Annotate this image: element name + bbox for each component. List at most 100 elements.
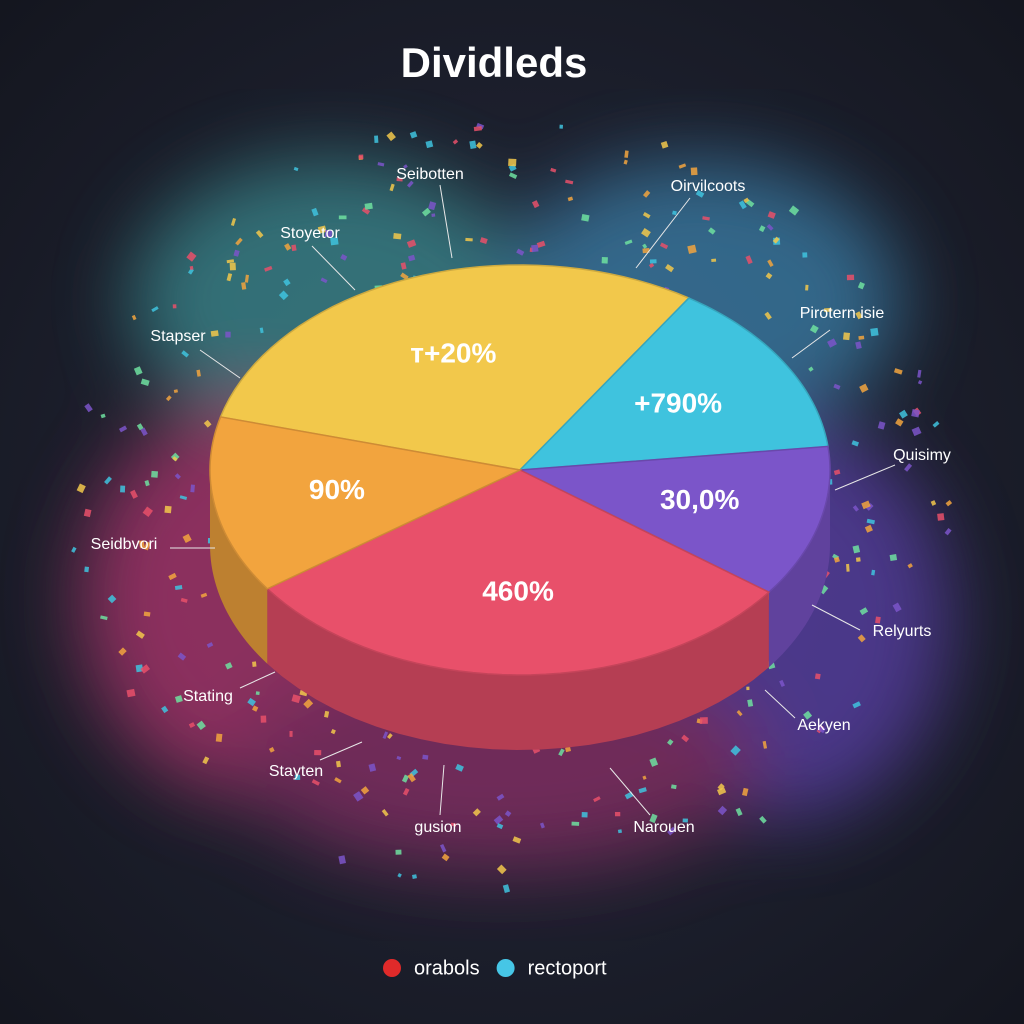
confetti-piece <box>851 440 859 447</box>
confetti-piece <box>144 480 150 487</box>
confetti-piece <box>864 524 873 533</box>
confetti-piece <box>907 563 913 569</box>
confetti-piece <box>338 855 346 865</box>
confetti-piece <box>767 259 774 267</box>
confetti-piece <box>623 159 628 165</box>
confetti-piece <box>565 179 574 185</box>
confetti-piece <box>179 495 188 500</box>
confetti-piece <box>252 661 257 667</box>
confetti-piece <box>186 251 197 262</box>
confetti-piece <box>400 262 407 270</box>
confetti-piece <box>140 427 148 436</box>
confetti-piece <box>229 262 236 271</box>
confetti-piece <box>911 426 922 437</box>
confetti-piece <box>139 540 145 549</box>
confetti-piece <box>508 172 518 179</box>
confetti-piece <box>765 272 773 280</box>
confetti-piece <box>260 715 267 723</box>
confetti-piece <box>364 202 373 210</box>
confetti-piece <box>759 815 767 824</box>
confetti-piece <box>917 369 922 378</box>
confetti-piece <box>293 166 299 172</box>
confetti-piece <box>852 701 861 709</box>
confetti-piece <box>624 150 629 158</box>
leader-line <box>439 764 445 816</box>
confetti-piece <box>311 779 320 786</box>
confetti-piece <box>865 503 874 511</box>
confetti-piece <box>814 673 821 680</box>
confetti-piece <box>945 499 953 507</box>
confetti-piece <box>855 311 863 320</box>
confetti-piece <box>745 255 753 265</box>
confetti-piece <box>84 403 93 413</box>
confetti-piece <box>268 747 275 753</box>
confetti-piece <box>241 282 247 290</box>
confetti-piece <box>303 698 314 709</box>
confetti-piece <box>690 167 698 176</box>
confetti-piece <box>772 236 780 244</box>
confetti-piece <box>766 223 774 231</box>
leader-line <box>311 245 356 291</box>
confetti-piece <box>892 602 902 613</box>
confetti-piece <box>473 126 483 132</box>
confetti-piece <box>358 154 364 160</box>
legend-label: rectoport <box>528 957 607 979</box>
confetti-piece <box>361 207 371 215</box>
confetti-piece <box>374 135 379 143</box>
confetti-piece <box>294 774 301 780</box>
confetti-piece <box>189 265 194 271</box>
leader-line <box>811 604 861 631</box>
confetti-piece <box>917 380 923 385</box>
confetti-piece <box>291 244 297 252</box>
confetti-piece <box>659 242 669 250</box>
confetti-piece <box>83 508 92 518</box>
confetti-piece <box>174 473 181 480</box>
pie: т+20% +790% 30,0% 460% 90% <box>209 264 831 750</box>
confetti-piece <box>224 662 233 670</box>
confetti-piece <box>833 556 840 563</box>
confetti-piece <box>559 124 564 129</box>
confetti-piece <box>140 664 151 674</box>
confetti-piece <box>252 705 259 712</box>
confetti-piece <box>502 884 511 893</box>
confetti-piece <box>387 733 393 740</box>
slice <box>517 445 831 594</box>
leader-line <box>635 197 691 269</box>
confetti-piece <box>196 720 206 731</box>
confetti-piece <box>396 755 402 761</box>
confetti-piece <box>407 773 416 783</box>
callout: Stayten <box>269 763 323 780</box>
confetti-piece <box>699 717 708 724</box>
confetti-piece <box>601 257 608 264</box>
confetti-piece <box>472 808 481 817</box>
confetti-piece <box>168 572 177 581</box>
confetti-piece <box>558 748 565 757</box>
confetti-piece <box>593 796 601 803</box>
confetti-piece <box>161 705 169 714</box>
confetti-piece <box>340 253 348 261</box>
legend: orabols rectoport <box>383 957 607 979</box>
confetti-piece <box>641 227 651 238</box>
confetti-piece <box>730 745 741 756</box>
confetti-piece <box>400 272 409 281</box>
confetti-piece <box>667 826 677 836</box>
confetti-piece <box>215 733 223 743</box>
confetti-piece <box>493 815 504 825</box>
confetti-piece <box>809 324 819 334</box>
confetti-piece <box>317 225 327 234</box>
callout: Relyurts <box>873 623 932 640</box>
confetti-piece <box>550 167 557 173</box>
confetti-piece <box>736 710 743 717</box>
confetti-piece <box>100 413 106 419</box>
confetti-piece <box>747 699 754 707</box>
confetti-piece <box>335 760 341 768</box>
confetti-piece <box>233 249 240 257</box>
confetti-piece <box>866 518 875 525</box>
callout: Quisimy <box>893 447 951 464</box>
confetti-piece <box>407 254 416 262</box>
confetti-piece <box>284 243 292 251</box>
confetti-piece <box>401 774 409 783</box>
slice-side <box>768 470 830 668</box>
confetti-piece <box>567 196 574 202</box>
legend-label: orabols <box>414 957 480 979</box>
